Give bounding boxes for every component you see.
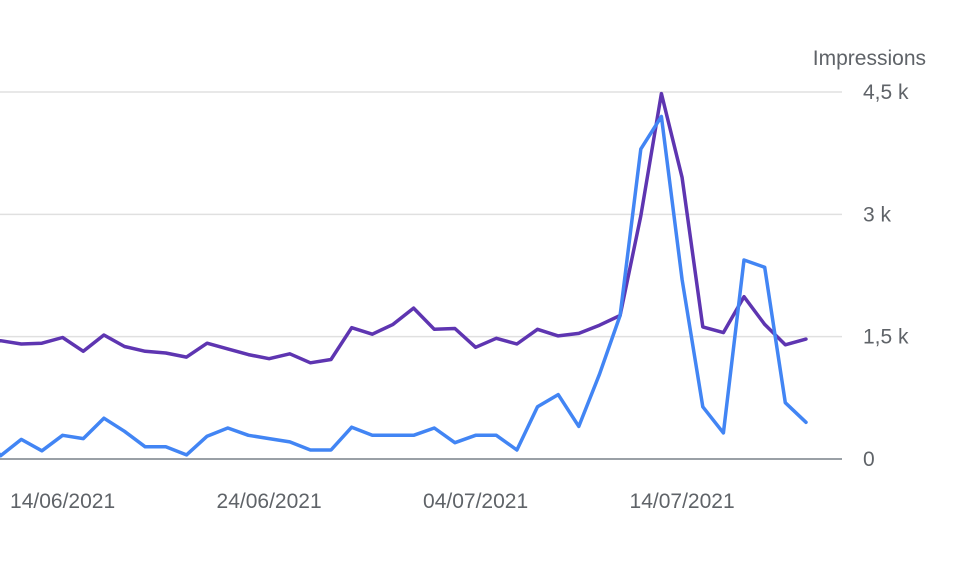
y-tick-label: 3 k <box>863 203 892 226</box>
y-tick-label: 4,5 k <box>863 81 909 104</box>
series-layer <box>0 91 808 458</box>
series-line-2 <box>0 114 808 458</box>
points-layer <box>0 92 807 457</box>
x-tick-label: 24/06/2021 <box>217 490 322 513</box>
x-tick-label: 14/06/2021 <box>10 490 115 513</box>
x-tick-label: 14/07/2021 <box>630 490 735 513</box>
y-axis-title: Impressions <box>813 47 926 70</box>
grid-lines <box>0 91 842 338</box>
series-line-1 <box>0 91 808 365</box>
y-tick-label: 0 <box>863 448 875 471</box>
y-tick-label: 1,5 k <box>863 326 909 349</box>
y-axis-ticks: 0 1,5 k 3 k 4,5 k <box>863 81 909 471</box>
x-tick-label: 04/07/2021 <box>423 490 528 513</box>
x-axis-ticks: 14/06/2021 24/06/2021 04/07/2021 14/07/2021 <box>10 490 735 513</box>
